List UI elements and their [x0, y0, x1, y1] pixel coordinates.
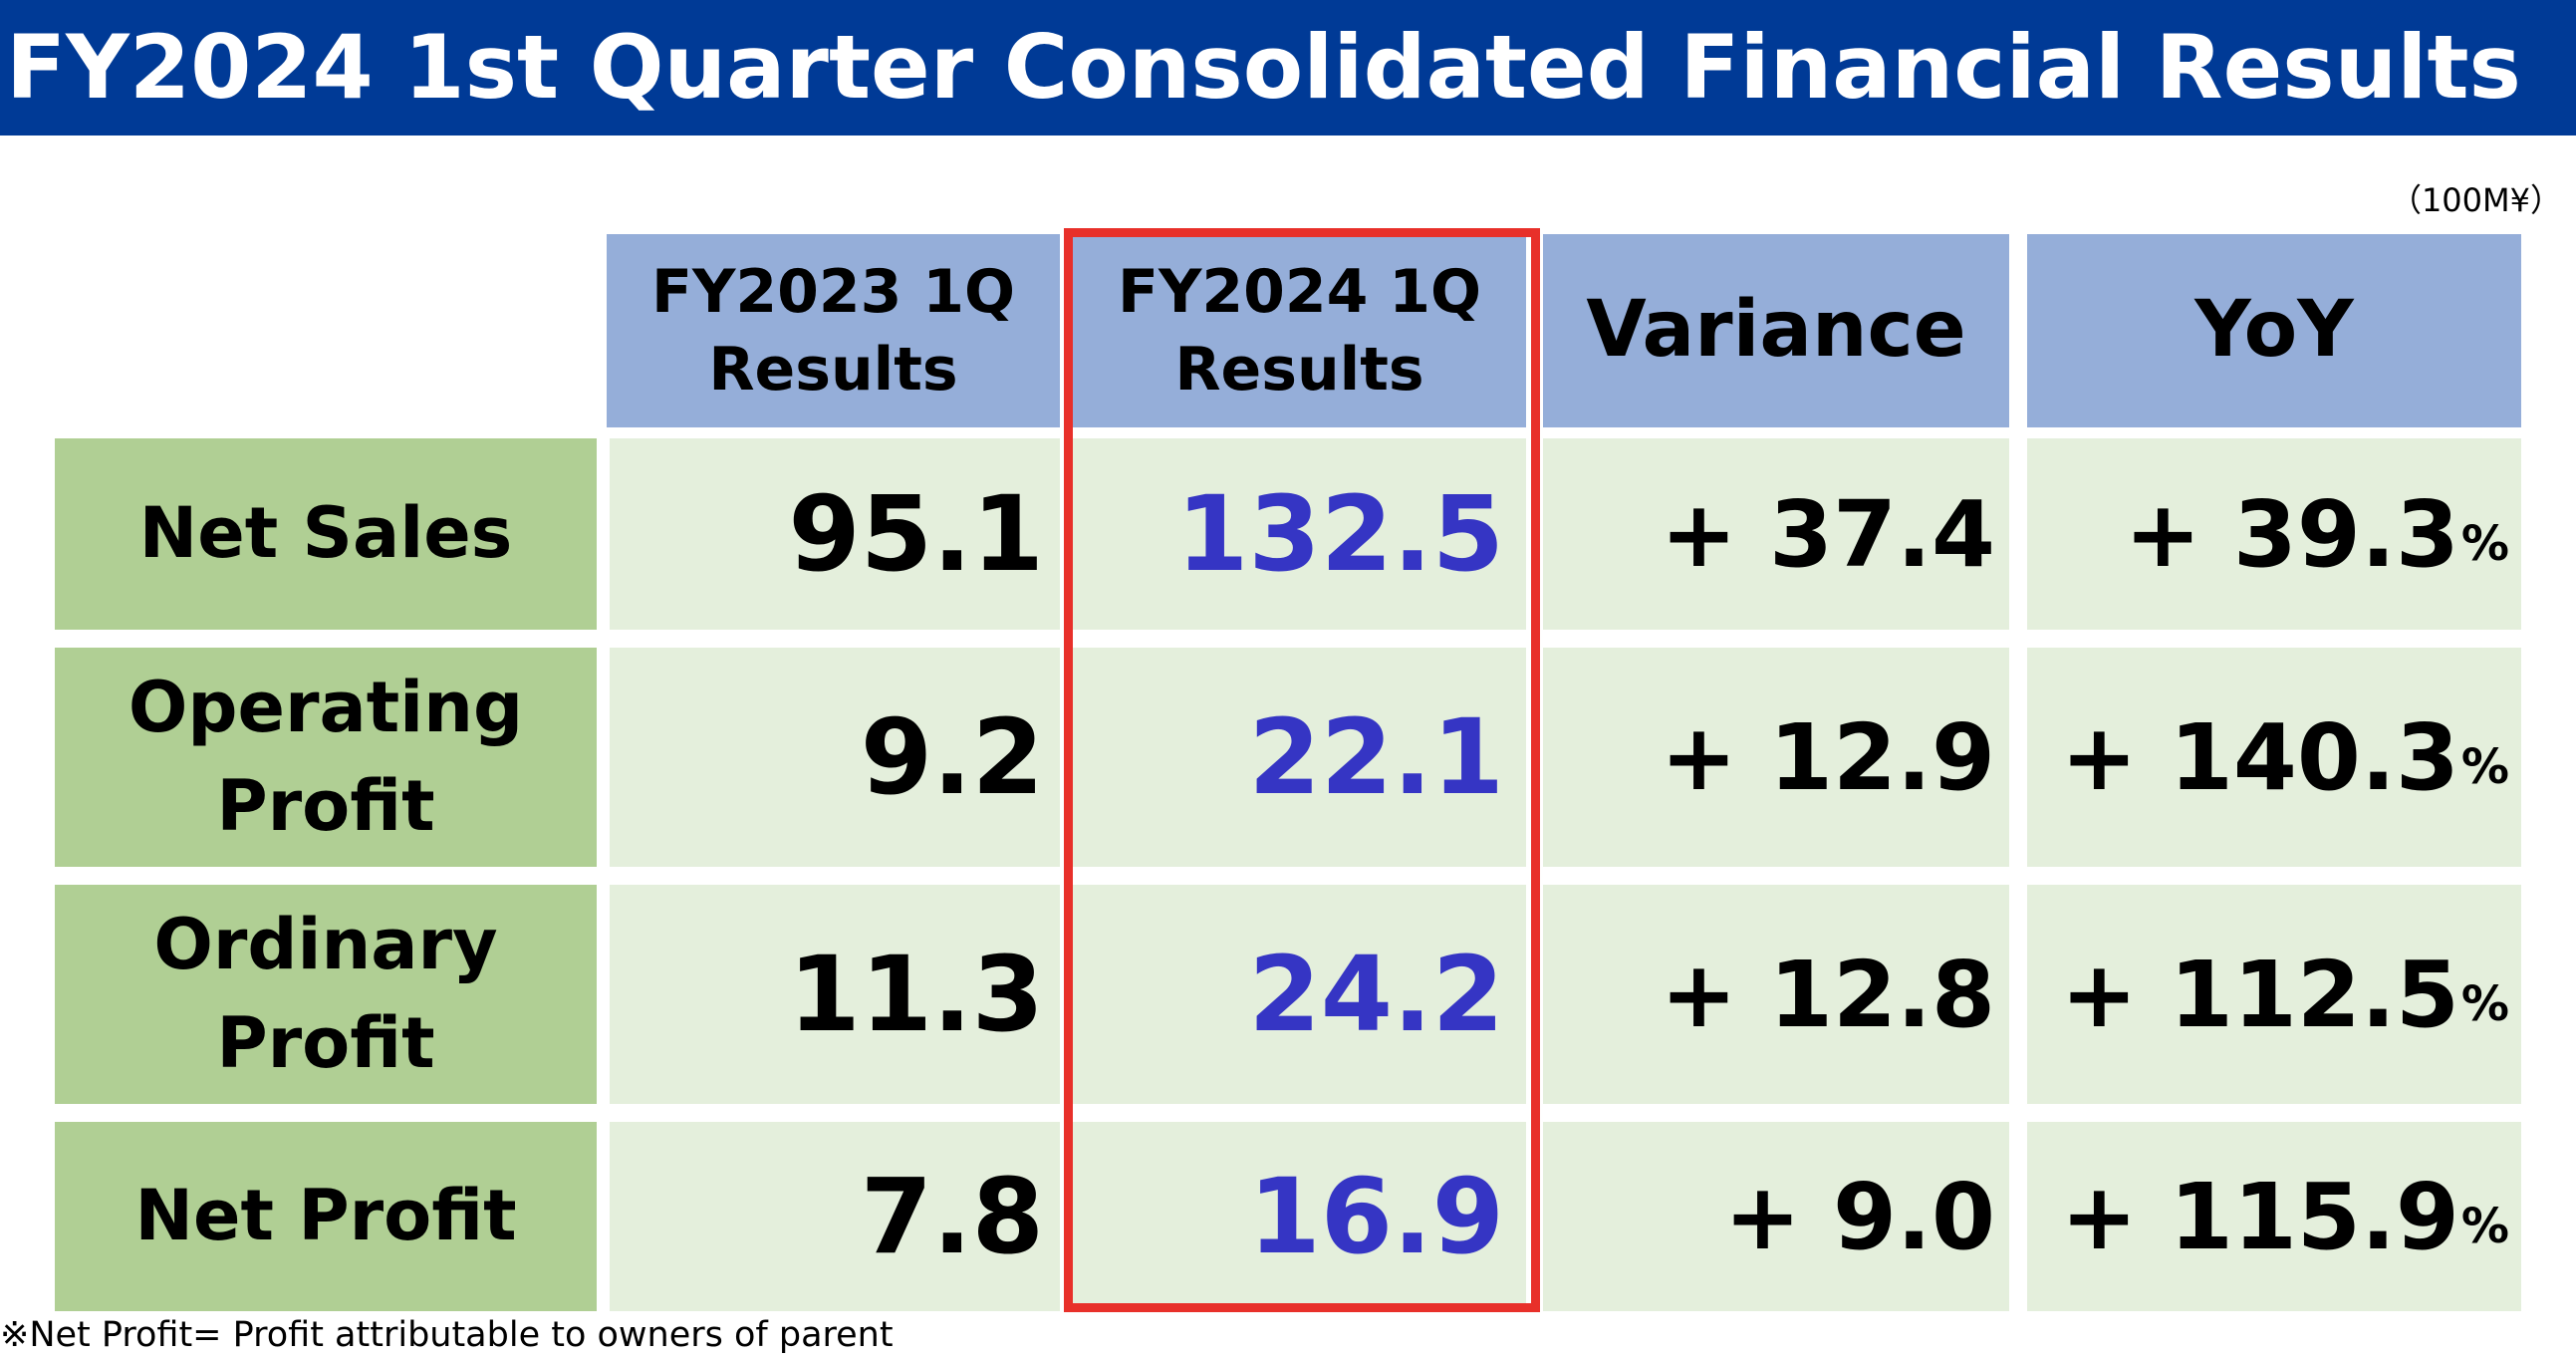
- header-yoy: YoY: [2027, 234, 2521, 427]
- header-yoy-label: YoY: [2194, 285, 2354, 376]
- header-fy2024-1q-label: FY2024 1Q Results: [1117, 257, 1482, 405]
- table-cell-prev: 11.3: [610, 885, 1060, 1104]
- table-cell-variance: + 37.4: [1543, 438, 2009, 630]
- table-cell-prev: 9.2: [610, 648, 1060, 867]
- table-cell-prev: 7.8: [610, 1122, 1060, 1311]
- yoy-value: + 39.3: [2124, 480, 2459, 588]
- table-cell-variance: + 9.0: [1543, 1122, 2009, 1311]
- table-cell-curr: 22.1: [1073, 648, 1526, 867]
- table-cell-yoy: + 39.3%: [2027, 438, 2521, 630]
- header-fy2024-1q: FY2024 1Q Results: [1073, 234, 1526, 427]
- table-cell-curr: 24.2: [1073, 885, 1526, 1104]
- table-cell-prev: 95.1: [610, 438, 1060, 630]
- yoy-value: + 115.9: [2060, 1163, 2459, 1270]
- unit-label: （100M¥）: [2389, 181, 2562, 219]
- row-label-ordinary-profit: Ordinary Profit: [55, 885, 597, 1104]
- footnote: ※Net Profit= Profit attributable to owne…: [0, 1315, 894, 1355]
- row-label-text: Net Profit: [134, 1175, 517, 1257]
- yoy-value: + 112.5: [2060, 941, 2459, 1048]
- table-cell-curr: 132.5: [1073, 438, 1526, 630]
- page-title: FY2024 1st Quarter Consolidated Financia…: [0, 0, 2576, 136]
- row-label-text: Operating Profit: [128, 666, 524, 847]
- table-cell-yoy: + 112.5%: [2027, 885, 2521, 1104]
- yoy-value: + 140.3: [2060, 703, 2459, 811]
- table-cell-variance: + 12.9: [1543, 648, 2009, 867]
- row-label-net-sales: Net Sales: [55, 438, 597, 630]
- percent-sign: %: [2460, 1199, 2509, 1254]
- header-fy2023-1q: FY2023 1Q Results: [607, 234, 1060, 427]
- row-label-net-profit: Net Profit: [55, 1122, 597, 1311]
- percent-sign: %: [2460, 976, 2509, 1032]
- table-cell-yoy: + 140.3%: [2027, 648, 2521, 867]
- row-label-text: Net Sales: [138, 492, 513, 575]
- table-cell-curr: 16.9: [1073, 1122, 1526, 1311]
- percent-sign: %: [2460, 739, 2509, 795]
- table-cell-variance: + 12.8: [1543, 885, 2009, 1104]
- table-cell-yoy: + 115.9%: [2027, 1122, 2521, 1311]
- row-label-text: Ordinary Profit: [153, 903, 498, 1084]
- header-variance: Variance: [1543, 234, 2009, 427]
- header-fy2023-1q-label: FY2023 1Q Results: [650, 257, 1016, 405]
- header-variance-label: Variance: [1586, 285, 1966, 376]
- row-label-operating-profit: Operating Profit: [55, 648, 597, 867]
- percent-sign: %: [2460, 516, 2509, 572]
